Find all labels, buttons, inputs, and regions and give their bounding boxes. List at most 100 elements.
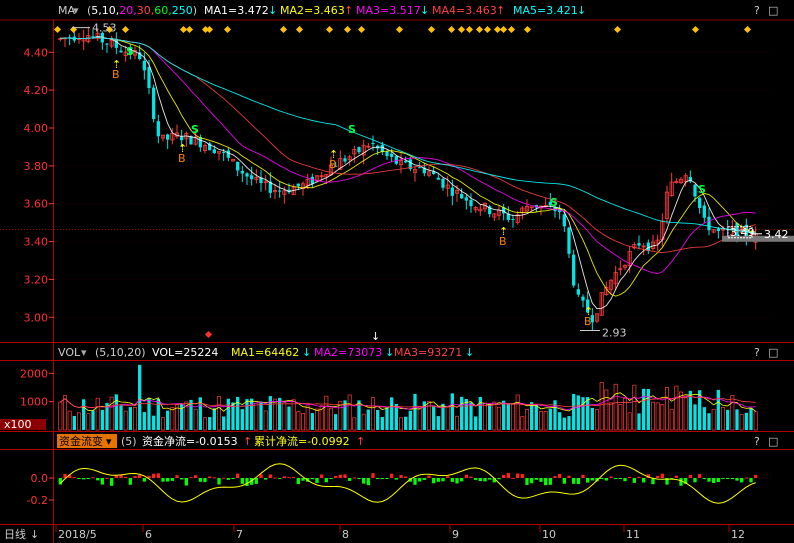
candle-body [678,178,684,184]
volume-bar [711,408,716,431]
fund-flow-bar [259,474,263,478]
candle-body [572,254,576,286]
fund-flow-bar [693,478,697,483]
candle-body [492,213,497,218]
fund-flow-bar [338,474,342,478]
candle-body [114,39,118,48]
dropdown-icon[interactable]: ▾ [73,4,79,17]
ma-arrow-icon: ↓ [420,4,429,17]
volume-bar [525,408,529,431]
net-flow-value: 资金净流=-0.0153 [142,434,238,448]
volume-bar [581,397,585,430]
fund-flow-bar [432,478,436,484]
volume-ma-line [60,395,756,410]
fund-flow-bar [152,473,156,478]
candle-body [259,177,263,184]
maximize-button[interactable]: □ [768,4,778,17]
fund-flow-bar [63,473,67,478]
candle-body [618,268,623,271]
help-button[interactable]: ? [754,435,760,448]
last-price-bar [722,235,794,242]
fund-flow-bar [273,477,277,479]
fund-flow-bar [315,478,319,483]
volume-bar [721,407,725,431]
candle-body [334,165,338,167]
signal-diamond-icon [427,25,436,34]
fund-flow-bar [716,478,720,483]
volume-bar [315,408,319,431]
volume-bar [478,396,482,430]
volume-title[interactable]: VOL [58,346,81,359]
period-down-arrow-icon[interactable]: ↓ [30,528,39,541]
fund-flow-bar [712,478,716,483]
buy-arrow-icon: ⇡ [584,305,593,318]
fund-flow-bar [343,474,347,478]
period-selector[interactable]: 日线 [4,527,26,541]
volume-bar [77,412,81,431]
volume-bar [301,413,305,431]
candle-body [147,67,151,89]
fund-flow-bar [628,476,632,478]
volume-bar [623,398,627,431]
price-tick-label: 3.20 [24,273,49,286]
price-tick-label: 3.40 [24,236,49,249]
candle-body [319,175,324,178]
candle-body [123,51,128,56]
indicator-selector[interactable]: MA [58,4,75,17]
fund-flow-bar [371,473,375,478]
volume-bar [497,406,501,431]
candle-body [310,176,314,184]
dropdown-icon[interactable]: ▾ [81,346,87,359]
volume-bar [642,388,646,430]
volume-bar [553,400,557,430]
fund-flow-title[interactable]: 资金流变 [59,434,103,448]
volume-bar [347,394,352,431]
fund-flow-bar [562,478,566,484]
volume-bar [357,400,361,430]
fund-flow-bar [399,475,403,478]
candle-body [222,151,226,153]
maximize-button[interactable]: □ [768,346,778,359]
fund-flow-bar [72,477,76,479]
fund-flow-bar [492,478,496,483]
maximize-button[interactable]: □ [768,435,778,448]
volume-bar [707,413,711,430]
fund-flow-selector-bg[interactable] [57,434,117,448]
volume-bar [436,416,440,430]
fund-flow-bar [292,476,296,478]
candle-body [95,32,100,40]
fund-flow-bar [390,473,394,478]
price-tick-label: 3.00 [24,311,49,324]
volume-value: VOL=25224 [152,346,218,359]
unit-label-bg [0,419,46,430]
candle-body [166,134,170,140]
candle-body [655,239,660,244]
volume-bar [567,416,571,430]
help-button[interactable]: ? [754,4,760,17]
cumulative-flow-line [59,463,756,504]
fund-flow-bar [175,475,179,478]
volume-bar [133,406,137,431]
candle-body [160,134,166,139]
volume-bar [679,391,683,431]
candle-body [404,160,408,163]
volume-bar [91,410,95,430]
month-label: 7 [236,528,243,541]
volume-bar [128,407,132,430]
fund-flow-bar [254,478,258,484]
fund-flow-bar [324,478,328,483]
fund-flow-bar [446,476,450,478]
help-button[interactable]: ? [754,346,760,359]
volume-bar [665,387,669,431]
price-axis: 4.40 4.20 4.00 3.80 3.60 3.40 3.20 3.00 [24,46,772,324]
candle-body [418,167,422,169]
signal-diamond-icon [523,25,532,34]
volume-bar [408,410,412,430]
candle-body [268,181,272,193]
fund-flow-bar [58,478,62,485]
fund-flow-plot [58,463,758,504]
dropdown-icon[interactable]: ▾ [106,435,112,448]
signal-diamond-icon [223,25,232,34]
candle-body [193,136,198,145]
